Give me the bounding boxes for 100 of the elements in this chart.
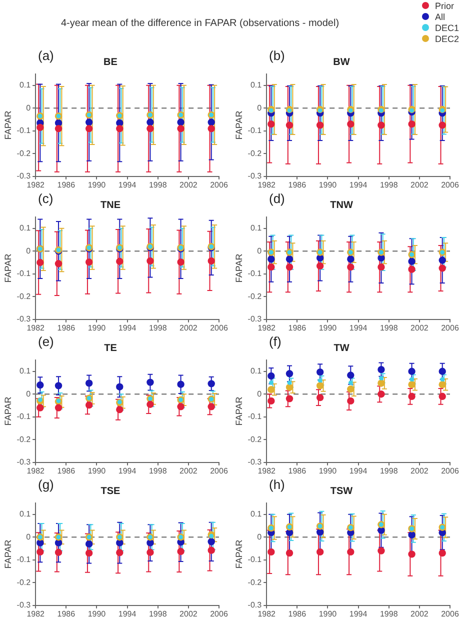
- x-tick-label: 1998: [148, 323, 168, 332]
- point: [208, 380, 215, 388]
- point: [36, 381, 44, 389]
- y-tick-label: 0.1: [19, 510, 32, 519]
- x-tick-label: 2002: [410, 180, 429, 190]
- x-tick-label: 1986: [57, 466, 76, 476]
- x-tick-label: 1982: [26, 466, 46, 476]
- y-axis-title: FAPAR: [2, 539, 13, 569]
- point: [438, 380, 446, 388]
- point: [268, 256, 275, 263]
- text: (d): [269, 191, 285, 206]
- point: [410, 377, 414, 382]
- point: [378, 366, 385, 374]
- x-tick-label: 1990: [88, 180, 106, 190]
- point: [408, 266, 416, 273]
- text: 4-year mean of the difference in FAPAR (observations - model): [60, 18, 340, 29]
- point: [268, 108, 274, 113]
- point: [268, 372, 275, 380]
- point: [268, 120, 275, 128]
- text: (f): [269, 334, 282, 350]
- y-tick-label: -0.1: [248, 126, 262, 136]
- chart-title: BW: [333, 56, 350, 68]
- x-tick-label: 1994: [118, 180, 137, 190]
- point: [116, 406, 124, 414]
- y-tick-label: -0.2: [248, 434, 262, 444]
- point: [146, 400, 154, 408]
- point: [438, 368, 446, 375]
- point: [408, 380, 416, 388]
- y-tick-label: 0: [26, 246, 32, 256]
- x-tick-label: 1998: [380, 609, 398, 618]
- x-tick-label: 1990: [318, 466, 338, 476]
- x-tick-label: 2002: [410, 323, 429, 332]
- y-tick-label: -0.1: [16, 126, 32, 136]
- x-tick-label: 1998: [380, 180, 398, 190]
- y-tick-label: -0.2: [248, 578, 262, 587]
- text: (a): [38, 48, 54, 64]
- point: [208, 538, 215, 546]
- x-tick-label: 1986: [57, 323, 76, 332]
- x-tick-label: 1994: [118, 609, 137, 618]
- point: [347, 120, 354, 128]
- y-tick-label: -0.2: [248, 292, 262, 301]
- point: [438, 264, 446, 272]
- y-tick-label: 0: [26, 389, 32, 398]
- point: [54, 404, 62, 412]
- x-tick-label: 1982: [258, 609, 276, 618]
- point: [85, 125, 93, 132]
- point: [286, 122, 294, 129]
- y-tick-label: 0.1: [19, 366, 32, 376]
- point: [54, 260, 62, 268]
- x-tick-label: 2006: [210, 323, 228, 332]
- x-tick-label: 1990: [88, 323, 106, 332]
- point: [268, 380, 274, 385]
- x-tick-label: 1982: [26, 323, 46, 332]
- y-tick-label: -0.2: [248, 148, 262, 158]
- x-tick-label: 2002: [410, 466, 429, 476]
- point: [378, 380, 385, 387]
- y-tick-label: -0.2: [16, 148, 32, 158]
- point: [85, 380, 93, 387]
- point: [36, 124, 44, 132]
- point: [268, 397, 275, 405]
- point: [54, 548, 62, 556]
- y-tick-label: -0.3: [16, 314, 32, 324]
- x-tick-label: 1994: [118, 466, 137, 476]
- point: [208, 125, 215, 132]
- legend-label: DEC2: [434, 34, 459, 44]
- point: [348, 108, 353, 113]
- x-tick-label: 1994: [349, 466, 368, 476]
- x-tick-label: 1990: [88, 466, 106, 476]
- y-tick-label: -0.2: [16, 434, 32, 444]
- point: [208, 118, 215, 126]
- y-axis-title: FAPAR: [234, 110, 244, 140]
- x-tick-label: 1994: [349, 323, 368, 332]
- x-tick-label: 2006: [441, 180, 460, 190]
- point: [408, 368, 416, 375]
- point: [146, 257, 154, 265]
- point: [316, 122, 324, 129]
- point: [440, 377, 445, 382]
- x-tick-label: 2002: [180, 466, 198, 476]
- point: [116, 383, 124, 390]
- x-tick-label: 1998: [380, 323, 398, 332]
- point: [287, 380, 292, 385]
- point: [408, 120, 416, 128]
- point: [208, 257, 215, 265]
- y-tick-label: -0.1: [16, 269, 32, 278]
- point: [286, 263, 294, 271]
- point: [85, 401, 93, 409]
- text: (g): [38, 477, 54, 492]
- point: [38, 398, 42, 402]
- point: [116, 258, 124, 265]
- point: [408, 258, 416, 265]
- point: [440, 108, 445, 113]
- point: [209, 534, 214, 538]
- x-tick-label: 1994: [118, 323, 137, 332]
- point: [378, 547, 385, 554]
- x-tick-label: 1982: [26, 609, 46, 618]
- point: [410, 108, 414, 113]
- point: [408, 531, 416, 538]
- point: [438, 122, 446, 129]
- x-tick-label: 2006: [210, 466, 228, 476]
- y-tick-label: 0.1: [250, 80, 262, 90]
